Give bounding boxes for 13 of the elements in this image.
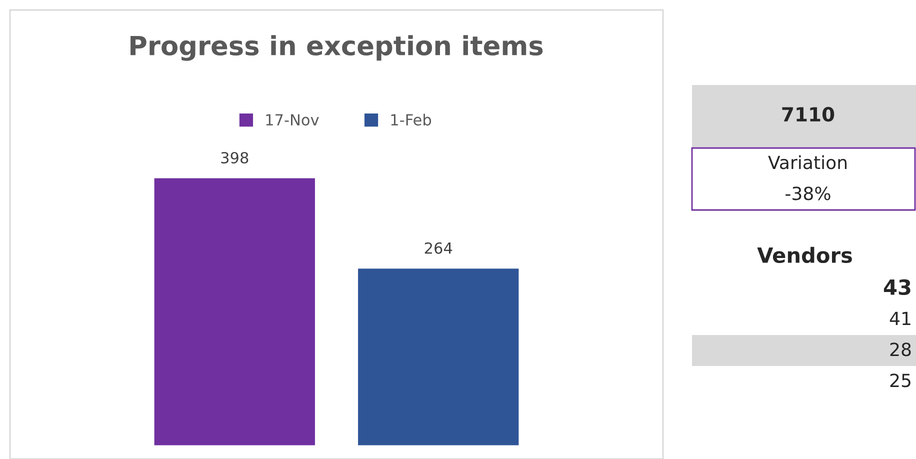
legend-label: 1-Feb (391, 114, 432, 126)
chart-title: Progress in exception items (130, 35, 543, 61)
text: -38% (786, 186, 830, 200)
text: Variation (768, 155, 847, 170)
text: 25 (890, 374, 910, 388)
data-label: 398 (221, 152, 248, 164)
text: 7110 (782, 106, 834, 122)
data-label: 264 (424, 242, 452, 254)
legend-label: 17-Nov (266, 114, 319, 126)
text: Vendors (757, 246, 852, 264)
text: 41 (890, 312, 910, 325)
text: 28 (890, 342, 911, 356)
text: 43 (884, 279, 910, 296)
